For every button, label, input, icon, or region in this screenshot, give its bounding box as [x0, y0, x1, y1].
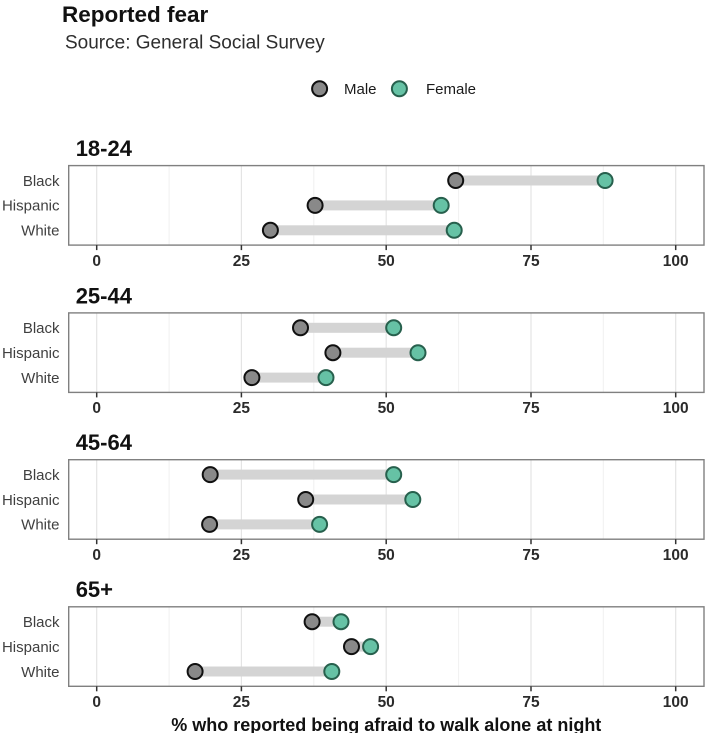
svg-text:25: 25	[233, 547, 251, 564]
svg-text:75: 75	[522, 253, 540, 270]
svg-text:Black: Black	[23, 467, 60, 484]
svg-text:50: 50	[378, 400, 395, 417]
svg-text:Hispanic: Hispanic	[2, 345, 60, 362]
svg-text:Female: Female	[426, 81, 476, 98]
svg-text:0: 0	[92, 694, 101, 711]
svg-text:0: 0	[92, 253, 101, 270]
svg-text:Black: Black	[23, 173, 60, 190]
svg-text:100: 100	[663, 694, 689, 711]
svg-text:Hispanic: Hispanic	[2, 198, 60, 215]
svg-text:White: White	[21, 370, 59, 387]
svg-text:Hispanic: Hispanic	[2, 492, 60, 509]
svg-text:Black: Black	[23, 614, 60, 631]
svg-text:25: 25	[233, 694, 251, 711]
svg-text:50: 50	[378, 253, 395, 270]
svg-text:65+: 65+	[76, 577, 113, 602]
svg-text:75: 75	[522, 547, 540, 564]
svg-text:75: 75	[522, 694, 540, 711]
svg-text:50: 50	[378, 547, 395, 564]
svg-text:Hispanic: Hispanic	[2, 639, 60, 656]
svg-text:White: White	[21, 223, 59, 240]
svg-text:50: 50	[378, 694, 395, 711]
svg-text:100: 100	[663, 400, 689, 417]
svg-text:45-64: 45-64	[76, 430, 133, 455]
svg-text:0: 0	[92, 400, 101, 417]
svg-text:% who reported being afraid to: % who reported being afraid to walk alon…	[171, 715, 601, 733]
svg-text:0: 0	[92, 547, 101, 564]
svg-text:18-24: 18-24	[76, 136, 133, 161]
svg-text:Black: Black	[23, 320, 60, 337]
svg-text:100: 100	[663, 547, 689, 564]
svg-text:White: White	[21, 664, 59, 681]
svg-text:100: 100	[663, 253, 689, 270]
svg-text:25: 25	[233, 400, 251, 417]
svg-text:Source: General Social Survey: Source: General Social Survey	[65, 32, 325, 53]
svg-text:Male: Male	[344, 81, 377, 98]
svg-text:25-44: 25-44	[76, 283, 133, 308]
svg-text:75: 75	[522, 400, 540, 417]
svg-text:25: 25	[233, 253, 251, 270]
svg-text:Reported fear: Reported fear	[62, 2, 209, 27]
svg-text:White: White	[21, 517, 59, 534]
